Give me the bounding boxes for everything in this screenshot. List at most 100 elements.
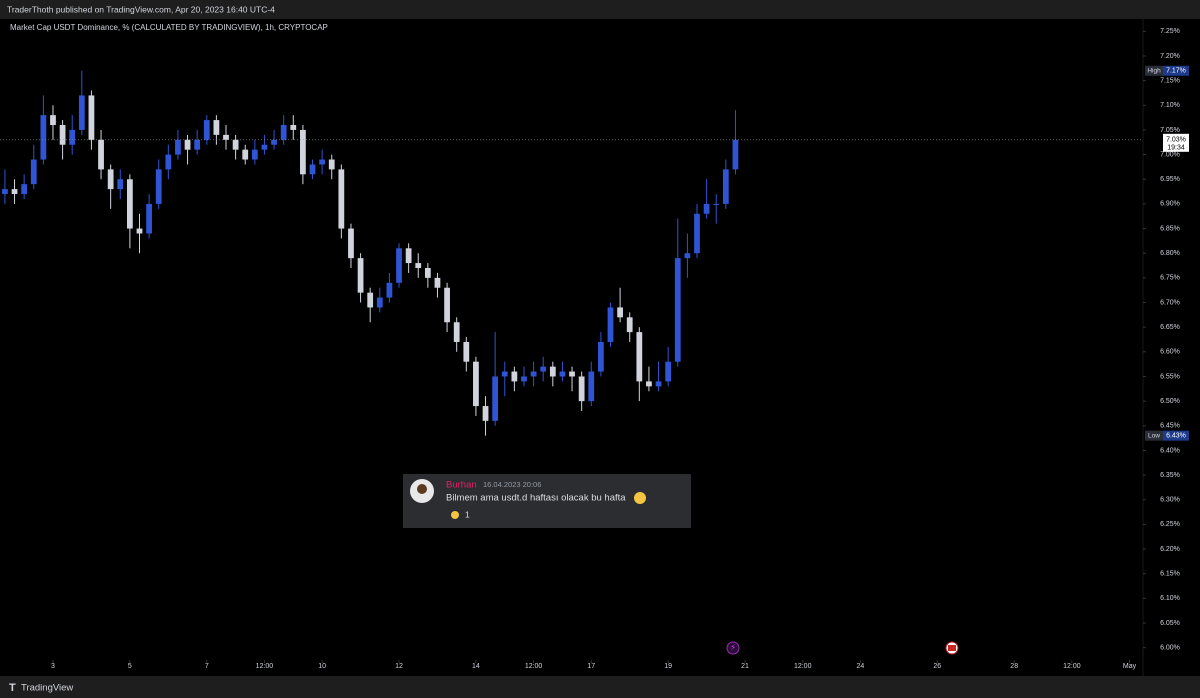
marker-name: High xyxy=(1147,67,1161,74)
candle-body xyxy=(136,228,143,234)
candle-body xyxy=(242,149,249,160)
candle-body xyxy=(88,95,95,140)
candle-body xyxy=(732,139,739,170)
x-tick-label: 10 xyxy=(318,663,326,670)
y-tick-label: 6.25% xyxy=(1160,521,1180,528)
candle-body xyxy=(251,149,258,160)
comment-text: Bilmem ama usdt.d haftası olacak bu haft… xyxy=(446,493,626,504)
y-tick-label: 6.20% xyxy=(1160,546,1180,553)
marker-value: 6.43% xyxy=(1166,432,1186,439)
y-tick-label: 7.15% xyxy=(1160,77,1180,84)
candle-body xyxy=(328,159,335,170)
candle-body xyxy=(348,228,354,259)
candle-body xyxy=(30,159,37,185)
candle-body xyxy=(396,248,402,283)
y-tick-label: 6.55% xyxy=(1160,373,1180,380)
candle-body xyxy=(261,144,268,150)
candle-body xyxy=(386,282,393,298)
candle-body xyxy=(415,263,422,269)
candle-body xyxy=(98,139,104,170)
last-price-box xyxy=(1163,133,1189,152)
y-tick-label: 6.00% xyxy=(1160,645,1180,652)
candle-body xyxy=(473,361,479,407)
avatar-figure xyxy=(417,484,427,494)
candle-body xyxy=(444,287,450,323)
header-text: TraderThoth published on TradingView.com… xyxy=(7,4,275,14)
x-tick-label: 12:00 xyxy=(525,663,543,670)
y-tick-label: 6.05% xyxy=(1160,620,1180,627)
event-icon-glyph: ⚡ xyxy=(730,643,736,652)
y-tick-label: 6.85% xyxy=(1160,225,1180,232)
candle-body xyxy=(213,120,220,135)
candle-body xyxy=(194,139,201,150)
last-price-label: 7.03% xyxy=(1166,137,1186,144)
x-tick-label: 12:00 xyxy=(256,663,274,670)
comment-emoji xyxy=(634,492,646,504)
event-flag xyxy=(948,645,956,651)
candle-body xyxy=(511,371,518,382)
candle-body xyxy=(646,381,652,387)
y-tick-label: 7.20% xyxy=(1160,53,1180,60)
y-tick-label: 6.50% xyxy=(1160,398,1180,405)
candle-body xyxy=(319,159,326,165)
candle-body xyxy=(559,371,566,377)
y-tick-label: 6.80% xyxy=(1160,250,1180,257)
comment-box: Burhan 16.04.2023 20:06 Bilmem ama usdt.… xyxy=(403,474,691,528)
y-tick-label: 6.95% xyxy=(1160,176,1180,183)
candle-body xyxy=(117,179,124,190)
candle-body xyxy=(11,189,18,195)
candle-body xyxy=(703,203,710,214)
chart-title: Market Cap USDT Dominance, % (CALCULATED… xyxy=(10,23,328,32)
candle-body xyxy=(482,406,489,421)
reaction-emoji[interactable] xyxy=(451,511,459,519)
y-tick-label: 6.45% xyxy=(1160,423,1180,430)
x-tick-label: 26 xyxy=(933,663,941,670)
candle-body xyxy=(655,381,662,387)
candle-body xyxy=(674,258,681,362)
candle-body xyxy=(338,169,345,229)
candle-body xyxy=(453,322,460,342)
header-bar xyxy=(0,0,1200,19)
footer-bar xyxy=(0,676,1200,698)
y-tick-label: 6.30% xyxy=(1160,497,1180,504)
x-tick-label: 14 xyxy=(472,663,480,670)
event-icon[interactable] xyxy=(726,641,740,655)
x-tick-label: 12:00 xyxy=(794,663,812,670)
candle-body xyxy=(40,115,47,160)
y-tick-label: 7.05% xyxy=(1160,127,1180,134)
marker-name-box xyxy=(1145,65,1163,76)
candle-body xyxy=(357,258,364,293)
candle-body xyxy=(290,125,297,130)
x-tick-label: 28 xyxy=(1010,663,1018,670)
candle-body xyxy=(69,129,76,145)
y-tick-label: 6.40% xyxy=(1160,447,1180,454)
comment-time: 16.04.2023 20:06 xyxy=(483,480,541,489)
candle-body xyxy=(684,253,691,259)
candle-body xyxy=(607,307,614,342)
candle-body xyxy=(665,361,672,382)
marker-value-box xyxy=(1163,65,1189,76)
candle-body xyxy=(223,134,229,140)
candle-body xyxy=(463,341,470,362)
candle-body xyxy=(59,125,66,145)
x-tick-label: 24 xyxy=(857,663,865,670)
candle-body xyxy=(2,189,8,195)
candle-body xyxy=(271,139,277,145)
y-tick-label: 6.10% xyxy=(1160,595,1180,602)
y-tick-label: 6.35% xyxy=(1160,472,1180,479)
candle-body xyxy=(722,169,729,204)
candle-body xyxy=(405,248,412,264)
plot xyxy=(2,70,739,436)
candle-body xyxy=(146,203,152,234)
x-tick-label: 12:00 xyxy=(1063,663,1081,670)
candle-body xyxy=(184,139,191,150)
candle-body xyxy=(300,129,306,175)
x-tick-label: 19 xyxy=(664,663,672,670)
y-tick-label: 6.70% xyxy=(1160,299,1180,306)
y-tick-label: 7.25% xyxy=(1160,28,1180,35)
candle-body xyxy=(21,184,28,195)
candle-body xyxy=(636,332,643,382)
comment-author: Burhan xyxy=(446,480,477,491)
